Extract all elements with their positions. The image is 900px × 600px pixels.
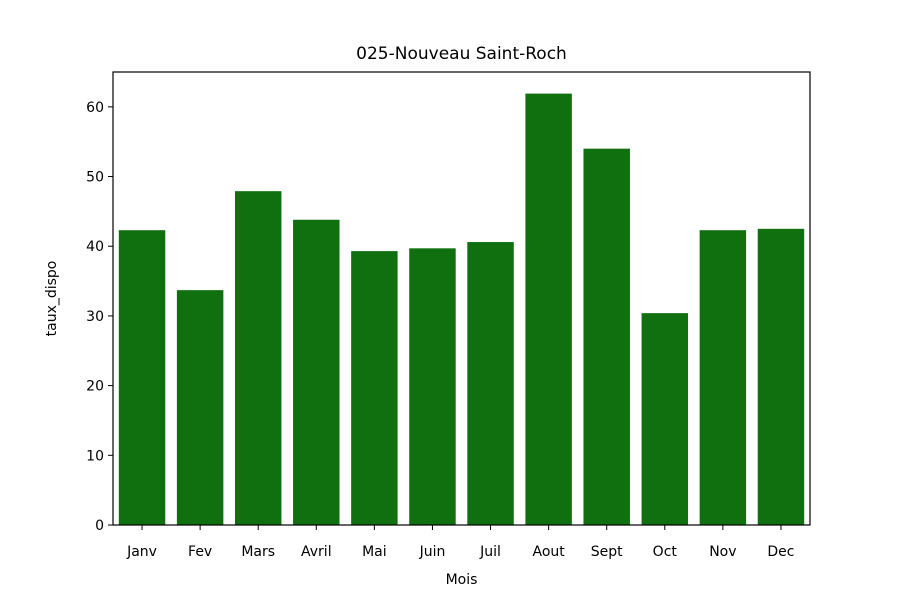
x-tick-label: Janv — [126, 544, 157, 560]
bar-dec — [757, 228, 805, 525]
y-tick-label: 60 — [86, 100, 104, 116]
bar-aout — [525, 93, 572, 525]
bar-nov — [699, 230, 747, 525]
x-tick-label: Dec — [767, 544, 794, 560]
bar-janv — [118, 230, 166, 525]
x-tick-label: Avril — [301, 544, 332, 560]
y-axis-label: taux_dispo — [44, 261, 60, 337]
y-tick-label: 0 — [95, 518, 104, 534]
x-tick-label: Oct — [653, 544, 678, 560]
x-tick-label: Fev — [188, 544, 212, 560]
x-tick-label: Nov — [709, 544, 736, 560]
bar-juil — [467, 242, 514, 526]
x-tick-label: Mai — [362, 544, 387, 560]
bar-mai — [351, 251, 398, 526]
bar-avril — [293, 219, 340, 525]
y-tick-label: 20 — [86, 379, 104, 395]
x-tick-label: Mars — [241, 544, 275, 560]
x-tick-label: Juin — [419, 544, 446, 560]
x-tick-label: Juil — [479, 544, 501, 560]
y-tick-label: 50 — [86, 170, 104, 186]
plot-frame — [112, 71, 811, 526]
x-tick-label: Sept — [591, 544, 623, 560]
bar-mars — [234, 191, 282, 526]
bar-juin — [409, 248, 456, 525]
y-axis-ticks: 0 10 20 30 40 50 60 — [86, 100, 113, 534]
chart-title: 025-Nouveau Saint-Roch — [356, 44, 567, 64]
y-tick-label: 30 — [86, 309, 104, 325]
x-tick-label: Aout — [532, 544, 565, 560]
bar-oct — [641, 313, 689, 525]
x-axis-ticks: Janv Fev Mars Avril Mai Juin Juil Aout Sept Oct No… — [126, 525, 795, 560]
bar-sept — [583, 148, 630, 525]
y-tick-label: 40 — [86, 239, 104, 255]
x-axis-label: Mois — [446, 572, 478, 588]
bars-group — [118, 93, 805, 526]
y-tick-label: 10 — [86, 448, 104, 464]
bar-fev — [176, 290, 224, 525]
